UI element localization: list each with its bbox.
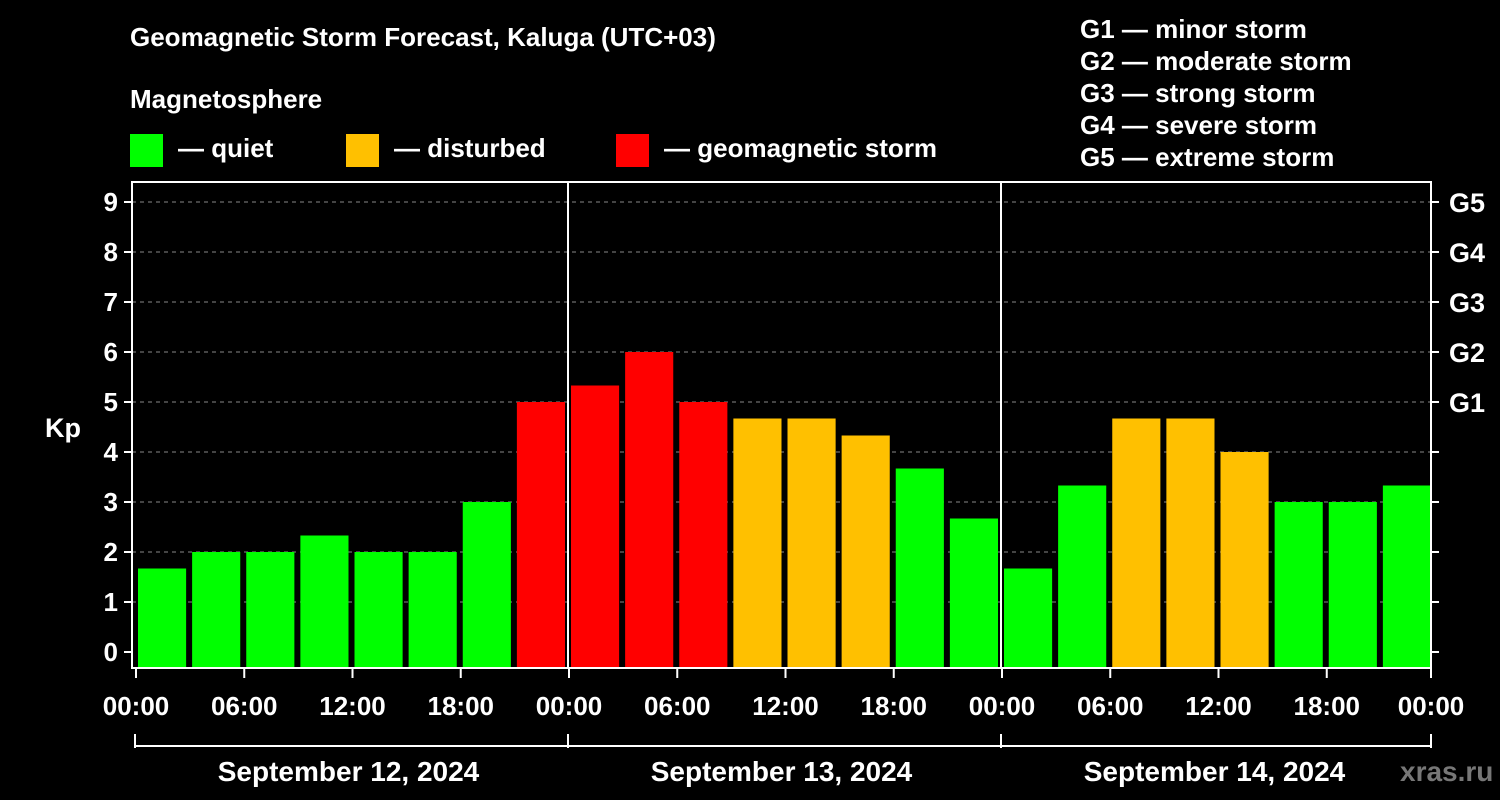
day-label: September 12, 2024 xyxy=(218,756,480,787)
kp-bar xyxy=(949,518,998,668)
y-tick-label: 9 xyxy=(104,187,118,217)
y-tick-label: 5 xyxy=(104,387,118,417)
y-tick-label: 7 xyxy=(104,287,118,317)
kp-bar xyxy=(571,385,620,668)
x-tick-label: 12:00 xyxy=(752,691,819,721)
g-legend-g3: G3 — strong storm xyxy=(1080,78,1316,108)
kp-bar xyxy=(1166,418,1215,668)
kp-bar xyxy=(1004,568,1053,668)
kp-bar xyxy=(1058,485,1107,668)
g-scale-label: G3 xyxy=(1449,288,1485,318)
kp-bar xyxy=(138,568,187,668)
kp-bar xyxy=(841,435,890,668)
x-tick-label: 06:00 xyxy=(644,691,711,721)
y-axis-label: Kp xyxy=(45,413,81,443)
kp-bar xyxy=(679,402,728,668)
g-legend-g2: G2 — moderate storm xyxy=(1080,46,1352,76)
kp-bar xyxy=(192,552,241,668)
y-tick-label: 8 xyxy=(104,237,118,267)
g-scale-label: G4 xyxy=(1449,238,1485,268)
x-tick-label: 12:00 xyxy=(1185,691,1252,721)
y-tick-label: 6 xyxy=(104,337,118,367)
kp-bar xyxy=(408,552,457,668)
plot-frame xyxy=(131,181,1432,669)
x-tick-label: 00:00 xyxy=(103,691,170,721)
watermark: xras.ru xyxy=(1400,756,1494,787)
g-legend-g4: G4 — severe storm xyxy=(1080,110,1318,140)
y-tick-label: 4 xyxy=(104,437,119,467)
day-label: September 13, 2024 xyxy=(651,756,913,787)
legend-label-disturbed: — disturbed xyxy=(394,133,546,163)
kp-bar xyxy=(787,418,836,668)
legend-swatch-quiet xyxy=(130,134,163,167)
x-tick-label: 00:00 xyxy=(536,691,603,721)
chart-title: Geomagnetic Storm Forecast, Kaluga (UTC+… xyxy=(130,22,716,52)
g-scale-label: G5 xyxy=(1449,188,1485,218)
kp-bar xyxy=(895,468,944,668)
kp-bar xyxy=(1328,502,1377,668)
kp-bar xyxy=(516,402,565,668)
x-tick-label: 00:00 xyxy=(969,691,1036,721)
x-tick-label: 18:00 xyxy=(861,691,928,721)
x-tick-label: 18:00 xyxy=(428,691,495,721)
legend-swatch-storm xyxy=(616,134,649,167)
y-tick-label: 0 xyxy=(104,637,118,667)
x-tick-label: 06:00 xyxy=(211,691,278,721)
kp-bar xyxy=(625,352,674,668)
kp-bar xyxy=(1112,418,1161,668)
kp-bar xyxy=(733,418,782,668)
kp-bar xyxy=(354,552,403,668)
kp-bar xyxy=(300,535,349,668)
x-tick-label: 00:00 xyxy=(1398,691,1465,721)
magnetosphere-label: Magnetosphere xyxy=(130,84,323,114)
legend-swatch-disturbed xyxy=(346,134,379,167)
g-legend-g1: G1 — minor storm xyxy=(1080,14,1307,44)
kp-bar xyxy=(1274,502,1323,668)
x-tick-label: 12:00 xyxy=(319,691,386,721)
y-tick-label: 1 xyxy=(104,587,118,617)
y-tick-label: 3 xyxy=(104,487,118,517)
x-tick-label: 06:00 xyxy=(1077,691,1144,721)
y-tick-label: 2 xyxy=(104,537,118,567)
kp-bar xyxy=(462,502,511,668)
g-scale-label: G1 xyxy=(1449,388,1485,418)
day-label: September 14, 2024 xyxy=(1084,756,1346,787)
kp-bar xyxy=(246,552,295,668)
g-scale-label: G2 xyxy=(1449,338,1485,368)
legend-label-storm: — geomagnetic storm xyxy=(664,133,938,163)
kp-bar xyxy=(1220,452,1269,668)
x-tick-label: 18:00 xyxy=(1294,691,1361,721)
kp-bar xyxy=(1382,485,1431,668)
legend-label-quiet: — quiet xyxy=(178,133,274,163)
g-legend-g5: G5 — extreme storm xyxy=(1080,142,1335,172)
